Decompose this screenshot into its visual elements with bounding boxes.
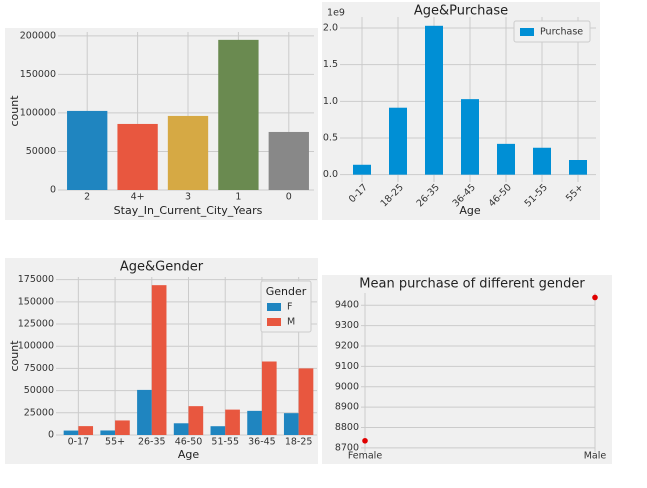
bar (151, 285, 167, 435)
chart-title: Age&Purchase (414, 4, 508, 19)
y-tick-label: 0.5 (323, 133, 338, 144)
y-tick-label: 1.0 (323, 96, 338, 107)
x-tick-label: 36-45 (248, 437, 276, 448)
legend-label: F (287, 302, 292, 313)
y-tick-label: 9400 (335, 300, 359, 311)
y-tick-label: 125000 (18, 319, 54, 330)
y-tick-label: 100000 (18, 341, 54, 352)
x-tick-label: 51-55 (211, 437, 239, 448)
x-tick-label: 55+ (105, 437, 125, 448)
y-tick-label: 8800 (335, 422, 359, 433)
bar (298, 368, 314, 435)
bar (117, 123, 158, 190)
bar (247, 410, 262, 435)
bar (100, 430, 116, 435)
x-tick-label: 18-25 (285, 437, 313, 448)
y-tick-label: 2.0 (323, 23, 338, 34)
legend-label: M (287, 317, 295, 328)
y-axis-label: count (8, 95, 21, 127)
y-tick-label: 75000 (24, 363, 54, 374)
bar (461, 99, 479, 175)
axis-offset-label: 1e9 (327, 8, 345, 19)
legend-label: Purchase (540, 27, 583, 38)
x-tick-label: 46-50 (175, 437, 203, 448)
x-axis-label: Stay_In_Current_City_Years (114, 204, 263, 217)
bar (497, 143, 515, 175)
bar (283, 413, 299, 435)
y-tick-label: 9200 (335, 341, 359, 352)
bar (78, 426, 94, 435)
bar (569, 160, 587, 175)
bar (173, 423, 189, 435)
bar (188, 406, 204, 435)
bar (353, 164, 371, 175)
panel-background (322, 275, 612, 464)
y-tick-label: 9300 (335, 320, 359, 331)
legend (513, 20, 591, 43)
x-tick-label: Male (584, 451, 607, 462)
x-axis-label: Age (178, 448, 200, 461)
bar (63, 430, 79, 435)
y-tick-label: 100000 (20, 107, 56, 118)
x-tick-label: 0 (286, 192, 292, 203)
legend-swatch (267, 318, 281, 326)
y-tick-label: 150000 (20, 69, 56, 80)
y-axis-label: count (8, 340, 21, 372)
x-tick-label: 0-17 (68, 437, 90, 448)
y-tick-label: 50000 (24, 385, 54, 396)
bar (389, 107, 407, 175)
x-tick-label: Female (348, 451, 383, 462)
legend-swatch (267, 303, 281, 311)
bar (137, 389, 152, 435)
y-tick-label: 8700 (335, 442, 359, 453)
y-tick-label: 9000 (335, 381, 359, 392)
y-tick-label: 1.5 (323, 59, 338, 70)
y-tick-label: 50000 (26, 146, 56, 157)
chart-title: Age&Gender (120, 260, 204, 275)
x-tick-label: 4+ (131, 192, 145, 203)
bar (115, 420, 130, 435)
legend-title: Gender (266, 285, 307, 298)
x-axis-label: Age (459, 204, 481, 217)
y-tick-label: 150000 (18, 296, 54, 307)
x-tick-label: 3 (185, 192, 191, 203)
point (592, 294, 598, 301)
x-tick-label: 26-35 (138, 437, 166, 448)
y-tick-label: 200000 (20, 30, 56, 41)
y-tick-label: 0 (50, 185, 56, 196)
panel-background (5, 28, 318, 220)
x-tick-label: 2 (84, 192, 90, 203)
y-tick-label: 25000 (24, 407, 54, 418)
bar (218, 39, 259, 190)
y-tick-label: 0.0 (323, 169, 338, 180)
bar (67, 110, 108, 190)
y-tick-label: 9100 (335, 361, 359, 372)
bar (225, 409, 240, 435)
bar (533, 147, 551, 175)
x-tick-label: 1 (235, 192, 241, 203)
point (362, 437, 368, 444)
bar (268, 131, 309, 190)
bar (261, 361, 277, 435)
bar (210, 426, 226, 435)
y-tick-label: 0 (48, 430, 54, 441)
bar (167, 115, 209, 190)
chart-title: Mean purchase of different gender (359, 277, 585, 292)
y-tick-label: 175000 (18, 274, 54, 285)
y-tick-label: 8900 (335, 402, 359, 413)
legend-swatch (520, 28, 534, 36)
bar (425, 25, 443, 175)
